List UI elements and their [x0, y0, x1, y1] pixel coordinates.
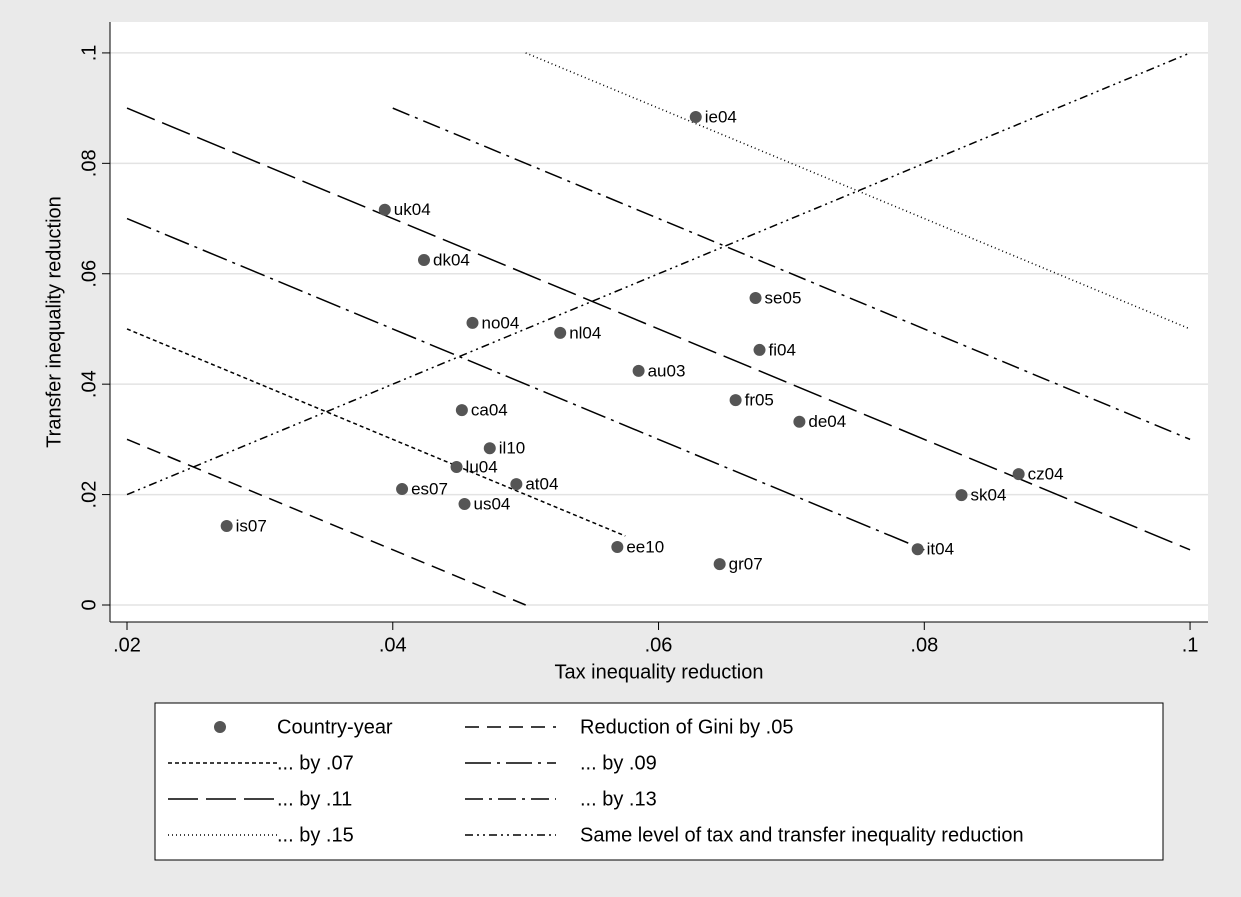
y-axis-title: Transfer inequality reduction: [43, 196, 65, 448]
point-label: es07: [411, 480, 448, 499]
point: [220, 520, 233, 533]
point: [1012, 468, 1025, 481]
point: [483, 442, 496, 455]
plot-area: [110, 22, 1208, 622]
legend-box: [154, 702, 1164, 861]
point-label: us04: [474, 494, 511, 513]
reference-line: [126, 107, 1191, 551]
reference-line: [126, 328, 626, 537]
point: [450, 460, 463, 473]
x-tick-label: .1: [1182, 634, 1199, 656]
x-tick-label: .02: [113, 634, 141, 656]
legend-label: Same level of tax and transfer inequalit…: [580, 824, 1024, 846]
point-label: de04: [808, 412, 846, 431]
point: [396, 483, 409, 496]
point: [753, 343, 766, 356]
point-label: fi04: [769, 340, 796, 359]
point-label: sk04: [971, 486, 1007, 505]
point-label: dk04: [433, 250, 470, 269]
point-label: lu04: [466, 457, 498, 476]
legend-label: Reduction of Gini by .05: [580, 716, 793, 738]
legend-symbol: [214, 721, 226, 733]
legend-label: ... by .09: [580, 752, 657, 774]
legend-label: ... by .07: [277, 752, 354, 774]
point: [458, 497, 471, 510]
point-label: gr07: [729, 555, 763, 574]
point-label: ca04: [471, 401, 508, 420]
point-label: ie04: [705, 107, 737, 126]
point-label: no04: [482, 313, 520, 332]
legend-label: Country-year: [277, 716, 393, 738]
x-axis-title: Tax inequality reduction: [554, 661, 763, 683]
point-label: nl04: [569, 323, 601, 342]
point: [911, 543, 924, 556]
y-tick-label: .02: [78, 481, 100, 509]
point: [793, 415, 806, 428]
point: [466, 316, 479, 329]
x-tick-label: .08: [910, 634, 938, 656]
x-tick-label: .06: [645, 634, 673, 656]
point-label: cz04: [1028, 465, 1064, 484]
point: [554, 326, 567, 339]
point-label: il10: [499, 439, 525, 458]
legend-label: ... by .13: [580, 788, 657, 810]
y-tick-label: 0: [78, 599, 100, 610]
point-label: fr05: [745, 391, 774, 410]
point-label: se05: [765, 289, 802, 308]
y-tick-label: .06: [78, 260, 100, 288]
point: [632, 364, 645, 377]
point: [955, 489, 968, 502]
reference-line: [126, 217, 925, 551]
point-label: au03: [648, 361, 686, 380]
legend-label: ... by .15: [277, 824, 354, 846]
point-label: is07: [236, 517, 267, 536]
point: [378, 203, 391, 216]
legend-label: ... by .11: [277, 788, 352, 810]
y-tick-label: .08: [78, 149, 100, 177]
point: [749, 292, 762, 305]
point-label: it04: [927, 540, 954, 559]
reference-line: [392, 107, 1191, 441]
point: [689, 110, 702, 123]
point: [611, 541, 624, 554]
point-label: uk04: [394, 200, 431, 219]
y-tick-label: .1: [78, 45, 100, 62]
reference-line: [126, 438, 526, 606]
point: [455, 404, 468, 417]
point: [729, 394, 742, 407]
point-label: at04: [525, 475, 558, 494]
point: [417, 253, 430, 266]
point: [713, 558, 726, 571]
x-tick-label: .04: [379, 634, 407, 656]
point-label: ee10: [626, 538, 664, 557]
point: [510, 478, 523, 491]
y-tick-label: .04: [78, 370, 100, 398]
